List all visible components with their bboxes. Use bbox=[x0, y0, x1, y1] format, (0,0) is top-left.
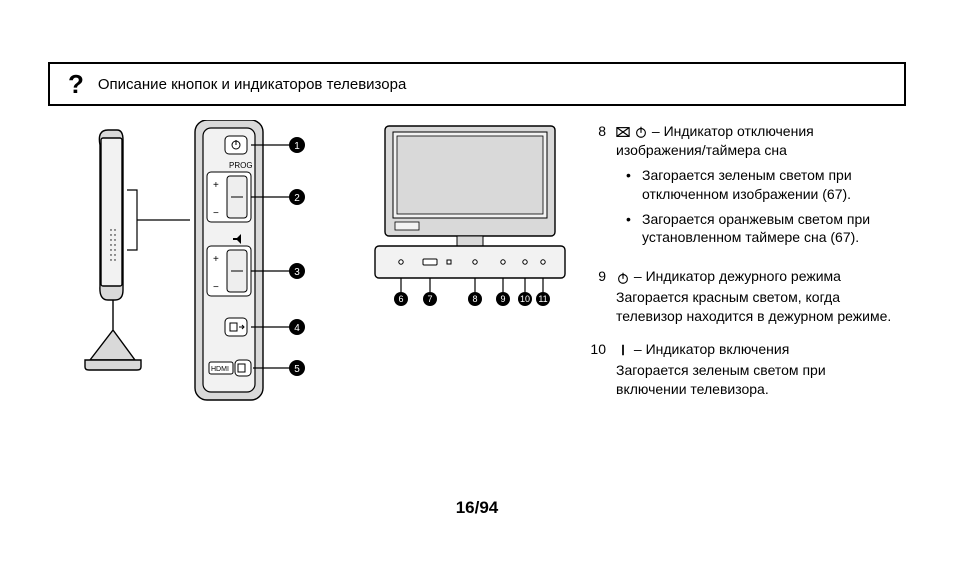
callout-2: 2 bbox=[294, 193, 300, 204]
bar-icon bbox=[616, 343, 630, 357]
power-icon bbox=[616, 271, 630, 285]
svg-text:+: + bbox=[213, 180, 219, 191]
bullet-text: Загорается зеленым светом при отключенно… bbox=[642, 166, 900, 204]
remote-prog-label: PROG bbox=[229, 161, 253, 170]
item-body: – Индикатор дежурного режима Загорается … bbox=[616, 267, 900, 326]
item-number: 10 bbox=[590, 340, 606, 399]
callout-1: 1 bbox=[294, 141, 300, 152]
item-lead: – Индикатор включения bbox=[634, 341, 789, 357]
list-item: 9 – Индикатор дежурного режима Загораетс… bbox=[590, 267, 900, 326]
svg-text:−: − bbox=[213, 282, 219, 293]
callout-6: 6 bbox=[398, 294, 403, 304]
page-title: Описание кнопок и индикаторов телевизора bbox=[98, 76, 406, 93]
callout-3: 3 bbox=[294, 267, 300, 278]
item-body: – Индикатор включения Загорается зеленым… bbox=[616, 340, 900, 399]
remote-hdmi-label: HDMI bbox=[211, 366, 229, 373]
callout-7: 7 bbox=[427, 294, 432, 304]
callout-4: 4 bbox=[294, 323, 300, 334]
envelope-x-icon bbox=[616, 125, 630, 139]
tv-diagram: PROG + − + − HDMI bbox=[75, 120, 575, 430]
page-number: 16/94 bbox=[0, 498, 954, 518]
bullet-item: • Загорается зеленым светом при отключен… bbox=[616, 166, 900, 204]
item-number: 8 bbox=[590, 122, 606, 253]
callout-8: 8 bbox=[472, 294, 477, 304]
callout-5: 5 bbox=[294, 364, 300, 375]
power-icon bbox=[634, 125, 648, 139]
callout-11: 11 bbox=[538, 294, 547, 304]
item-body-text: Загорается красным светом, когда телевиз… bbox=[616, 288, 900, 326]
svg-text:+: + bbox=[213, 254, 219, 265]
svg-text:−: − bbox=[213, 208, 219, 219]
list-item: 10 – Индикатор включения Загорается зеле… bbox=[590, 340, 900, 399]
bullet-icon: • bbox=[626, 166, 634, 204]
callout-9: 9 bbox=[500, 294, 505, 304]
item-number: 9 bbox=[590, 267, 606, 326]
item-lead: – Индикатор дежурного режима bbox=[634, 268, 841, 284]
bullet-icon: • bbox=[626, 210, 634, 248]
item-body: – Индикатор отключения изображения/тайме… bbox=[616, 122, 900, 253]
item-body-text: Загорается зеленым светом при включении … bbox=[616, 361, 900, 399]
bullet-item: • Загорается оранжевым светом при устано… bbox=[616, 210, 900, 248]
bullet-text: Загорается оранжевым светом при установл… bbox=[642, 210, 900, 248]
callout-10: 10 bbox=[520, 294, 530, 304]
question-mark-icon: ? bbox=[68, 69, 84, 100]
list-item: 8 – Индикатор отключения изображения/тай… bbox=[590, 122, 900, 253]
header-box: ? Описание кнопок и индикаторов телевизо… bbox=[48, 62, 906, 106]
indicator-list: 8 – Индикатор отключения изображения/тай… bbox=[590, 122, 900, 413]
